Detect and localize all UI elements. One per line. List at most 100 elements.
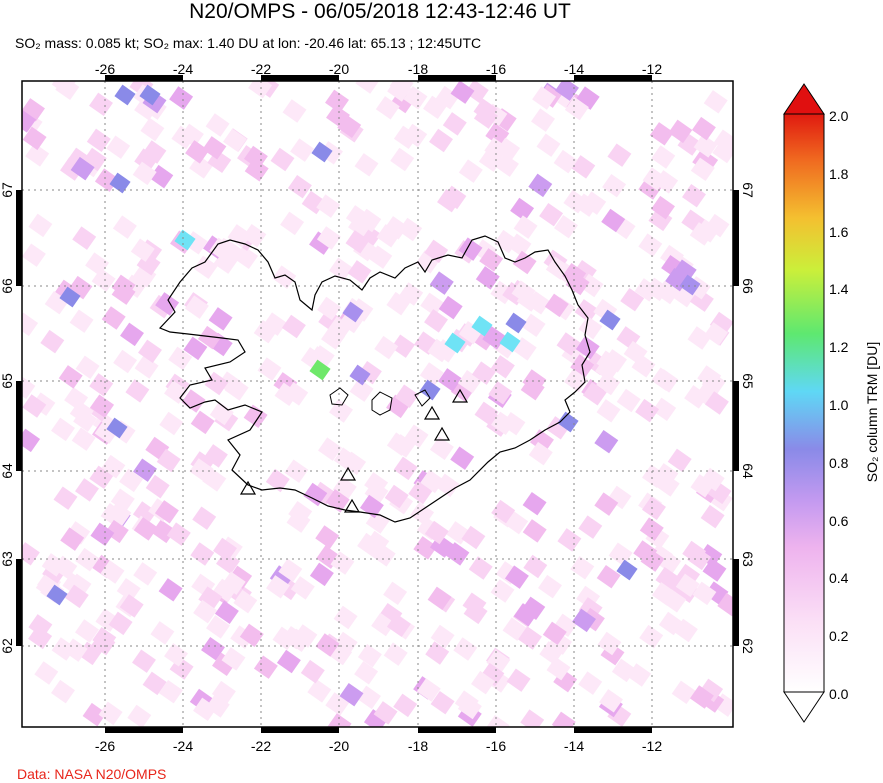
chart-title: N20/OMPS - 06/05/2018 12:43-12:46 UT xyxy=(189,0,571,23)
lon-tick-label: -20 xyxy=(329,61,349,77)
so2-pixel xyxy=(450,81,475,104)
so2-pixel xyxy=(270,147,295,172)
so2-pixel xyxy=(651,367,676,391)
so2-pixel xyxy=(142,140,167,164)
so2-pixel xyxy=(293,624,318,648)
so2-pixel xyxy=(532,86,557,110)
so2-pixel xyxy=(371,612,396,637)
so2-pixel xyxy=(119,468,144,493)
so2-pixel xyxy=(140,117,165,142)
so2-pixel xyxy=(325,692,350,716)
lon-tick-label: -12 xyxy=(642,61,662,77)
so2-pixel xyxy=(668,119,693,144)
so2-pixel xyxy=(679,274,701,296)
so2-pixel xyxy=(530,429,554,453)
so2-pixel xyxy=(223,128,247,153)
lon-tick-label: -26 xyxy=(95,738,115,754)
lat-tick-label: 64 xyxy=(740,463,756,479)
so2-pixel xyxy=(471,670,495,695)
so2-pixel xyxy=(542,621,567,646)
so2-pixel xyxy=(329,399,353,423)
so2-pixel xyxy=(316,226,341,250)
so2-pixel xyxy=(667,448,692,473)
so2-pixel xyxy=(243,404,268,429)
so2-pixel xyxy=(638,233,663,257)
so2-pixel xyxy=(309,359,331,381)
so2-pixel xyxy=(623,340,648,365)
so2-pixel xyxy=(22,312,39,337)
lon-tick-label: -26 xyxy=(95,61,115,77)
so2-pixel xyxy=(522,519,547,543)
so2-pixel xyxy=(329,257,353,281)
so2-pixel xyxy=(596,564,621,589)
so2-pixel xyxy=(572,608,596,633)
so2-pixel xyxy=(553,613,578,638)
so2-pixel xyxy=(480,662,505,687)
so2-pixel xyxy=(189,458,214,482)
so2-pixel xyxy=(473,105,498,129)
so2-pixel xyxy=(127,704,152,727)
so2-pixel xyxy=(575,86,600,110)
so2-pixel xyxy=(690,474,715,498)
so2-pixel xyxy=(208,307,233,331)
so2-pixel xyxy=(435,85,460,110)
so2-pixel xyxy=(499,331,521,353)
so2-pixel xyxy=(28,625,53,650)
so2-pixel xyxy=(599,689,623,713)
so2-pixel xyxy=(94,420,119,444)
so2-pixel xyxy=(373,701,398,725)
so2-pixel xyxy=(474,401,499,426)
map-border-bars xyxy=(16,75,739,733)
so2-pixel xyxy=(317,296,342,321)
so2-pixel xyxy=(438,295,463,320)
so2-pixel xyxy=(712,139,733,164)
so2-pixel xyxy=(565,271,590,296)
so2-pixel xyxy=(75,478,99,502)
so2-pixel xyxy=(164,380,188,404)
so2-pixel xyxy=(462,592,487,616)
lon-tick-label: -12 xyxy=(642,738,662,754)
so2-pixel xyxy=(399,282,424,306)
so2-pixel xyxy=(213,537,237,562)
so2-pixel xyxy=(383,216,408,240)
so2-pixel xyxy=(227,224,252,248)
lon-tick-label: -24 xyxy=(173,61,193,77)
so2-pixel xyxy=(63,638,88,662)
so2-pixel xyxy=(286,509,311,533)
so2-pixel xyxy=(427,586,452,611)
so2-pixel xyxy=(513,215,538,239)
so2-pixel xyxy=(55,81,80,101)
so2-pixel xyxy=(513,603,538,627)
so2-pixel xyxy=(528,441,553,466)
so2-pixel xyxy=(212,652,236,677)
so2-pixel xyxy=(133,458,157,482)
so2-pixel xyxy=(387,81,412,102)
so2-pixel xyxy=(281,314,306,339)
so2-pixel xyxy=(638,176,663,200)
so2-pixel xyxy=(413,536,438,560)
lon-tick-label: -18 xyxy=(408,738,428,754)
so2-pixel xyxy=(132,161,157,186)
so2-pixel xyxy=(347,260,372,284)
so2-pixel xyxy=(430,624,455,649)
so2-pixel xyxy=(502,617,527,641)
lat-tick-label: 67 xyxy=(740,182,756,198)
so2-pixel xyxy=(158,679,183,704)
lat-tick-label: 63 xyxy=(740,551,756,567)
so2-pixel xyxy=(82,702,107,727)
so2-pixel xyxy=(575,335,600,360)
so2-pixel xyxy=(205,113,230,137)
so2-pixel xyxy=(22,375,36,400)
so2-pixel xyxy=(582,191,607,215)
so2-pixel xyxy=(22,542,40,566)
so2-pixel xyxy=(557,528,582,552)
so2-pixel xyxy=(327,713,352,727)
so2-pixel xyxy=(307,679,332,703)
so2-pixel xyxy=(608,542,633,566)
so2-pixel xyxy=(494,229,519,254)
so2-pixel xyxy=(190,410,215,435)
so2-pixel xyxy=(309,562,334,587)
so2-pixel xyxy=(202,136,227,160)
so2-pixel xyxy=(166,522,191,546)
so2-pixel xyxy=(501,411,526,436)
